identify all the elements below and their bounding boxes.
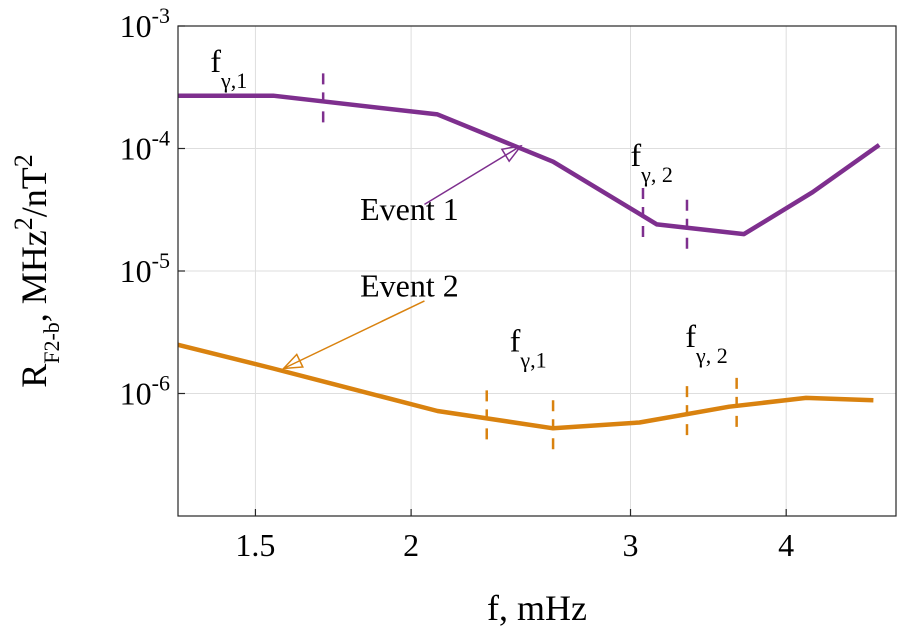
y-tick-exp-3: -3 [152, 3, 170, 28]
annotation-ev2-fg2-main: f [685, 318, 696, 354]
event-arrow-head-1 [500, 144, 523, 163]
y-label-mid: /nT [14, 167, 54, 217]
y-tick-base-2: 10 [120, 131, 152, 167]
series-line-2 [177, 342, 874, 431]
markers-layer [321, 73, 738, 457]
annotation-ev2-fg1-sub: γ,1 [519, 348, 546, 373]
y-label-rest: , MHz [14, 230, 54, 322]
y-tick-label-3: 10-3 [120, 3, 170, 44]
y-tick-label-2: 10-4 [120, 126, 170, 167]
y-tick-base-0: 10 [120, 376, 152, 412]
y-label-sub: F2-b [39, 322, 64, 364]
event-label-1: Event 1 [360, 191, 459, 227]
y-tick-label-0: 10-6 [120, 371, 170, 412]
annotation-ev2-fg2: fγ, 2 [685, 318, 727, 368]
x-tick-label-1: 2 [403, 527, 419, 563]
y-tick-base-1: 10 [120, 253, 152, 289]
annotation-ev1-fg2-sub: γ, 2 [640, 162, 673, 187]
annotation-ev1-fg1: fγ,1 [210, 43, 247, 93]
series-line-1 [178, 93, 881, 237]
x-axis-label: f, mHz [487, 588, 587, 628]
annotation-ev1-fg2-main: f [631, 137, 642, 173]
y-tick-base-3: 10 [120, 8, 152, 44]
event-arrow-line-1 [424, 145, 522, 205]
y-label-main: R [14, 364, 54, 388]
y-tick-exp-0: -6 [152, 371, 170, 396]
event-arrow-line-2 [283, 300, 425, 370]
y-tick-exp-2: -4 [152, 126, 170, 151]
event-label-2: Event 2 [360, 267, 459, 303]
y-tick-label-1: 10-5 [120, 248, 170, 289]
grid [178, 25, 896, 516]
annotation-ev1-fg1-sub: γ,1 [220, 68, 247, 93]
annotation-ev1-fg1-main: f [210, 43, 221, 79]
x-tick-label-2: 3 [623, 527, 639, 563]
y-label-sup2: 2 [9, 154, 38, 167]
annotation-ev2-fg2-sub: γ, 2 [695, 343, 728, 368]
series-layer [177, 93, 881, 431]
event-arrow-head-2 [281, 353, 304, 370]
x-tick-label-0: 1.5 [235, 527, 275, 563]
x-tick-label-3: 4 [778, 527, 794, 563]
y-tick-exp-1: -5 [152, 248, 170, 273]
annotation-ev2-fg1-main: f [510, 323, 521, 359]
y-axis-label: RF2-b, MHz2/nT2 [9, 154, 64, 388]
annotation-ev2-fg1: fγ,1 [510, 323, 547, 373]
y-label-sup1: 2 [9, 217, 38, 230]
ticks-layer: 1.5 2 3 410-610-510-410-3 [120, 3, 795, 563]
annotation-ev1-fg2: fγ, 2 [631, 137, 673, 187]
